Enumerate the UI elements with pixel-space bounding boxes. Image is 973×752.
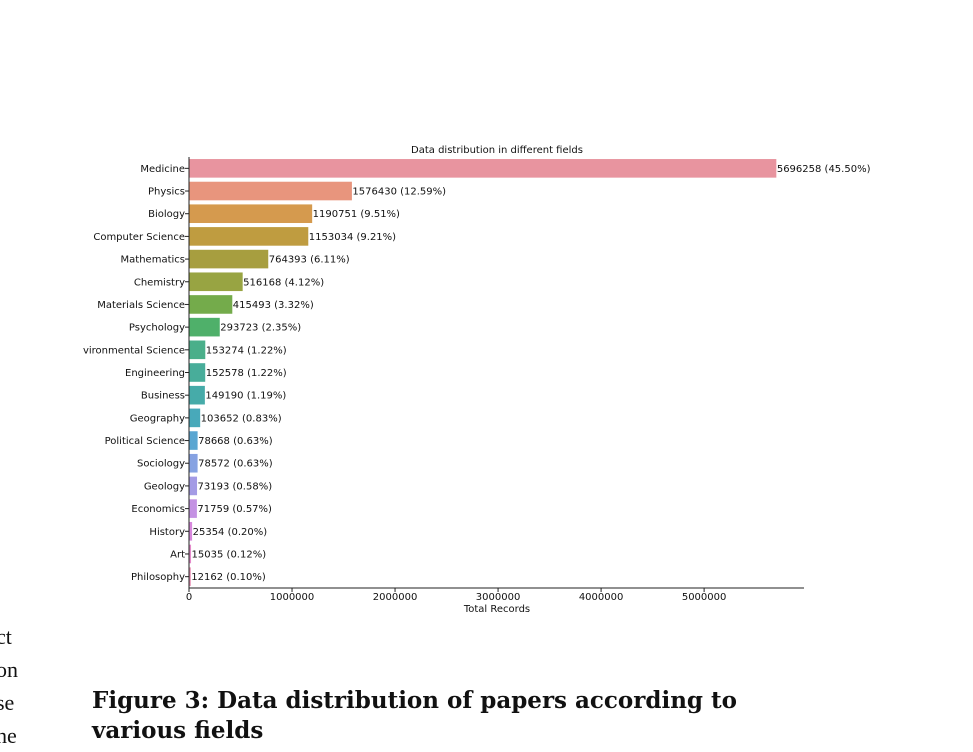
cropped-text-fragment: he bbox=[0, 723, 17, 748]
x-axis-label: Total Records bbox=[463, 604, 530, 615]
y-tick-label: Engineering bbox=[125, 368, 185, 379]
y-tick-label: Computer Science bbox=[93, 232, 185, 243]
bar-materials-science bbox=[189, 295, 233, 314]
bar-value-label: 71759 (0.57%) bbox=[197, 504, 272, 515]
bar-value-label: 15035 (0.12%) bbox=[192, 549, 267, 560]
bar-political-science bbox=[189, 431, 198, 450]
y-tick-label: Materials Science bbox=[97, 300, 185, 311]
x-tick-label: 0 bbox=[186, 592, 192, 603]
bar-value-label: 1190751 (9.51%) bbox=[313, 209, 400, 220]
x-tick-label: 3000000 bbox=[476, 592, 521, 603]
y-tick-label: vironmental Science bbox=[83, 345, 185, 356]
y-tick-label: Chemistry bbox=[134, 277, 185, 288]
x-tick-label: 1000000 bbox=[270, 592, 315, 603]
y-tick-label: Geography bbox=[130, 413, 185, 424]
bar-value-label: 103652 (0.83%) bbox=[201, 413, 282, 424]
bar-value-label: 1576430 (12.59%) bbox=[352, 187, 446, 198]
bar-value-label: 1153034 (9.21%) bbox=[309, 232, 396, 243]
y-tick-label: Medicine bbox=[140, 164, 185, 175]
y-tick-label: Geology bbox=[144, 481, 185, 492]
bar-sociology bbox=[189, 453, 198, 473]
y-tick-label: Economics bbox=[131, 504, 185, 515]
bar-value-label: 25354 (0.20%) bbox=[193, 527, 268, 538]
bar-engineering bbox=[189, 363, 206, 382]
data-labels: 5696258 (45.50%) 1576430 (12.59%) 1190751 … bbox=[191, 164, 870, 583]
bar-mathematics bbox=[189, 249, 269, 269]
bar-biology bbox=[189, 204, 313, 224]
bar-geography bbox=[189, 408, 201, 428]
cropped-text-fragment: on bbox=[0, 657, 18, 682]
bar-geology bbox=[189, 476, 198, 496]
bar-art bbox=[189, 544, 192, 564]
y-tick-label: Art bbox=[170, 549, 185, 560]
chart-title: Data distribution in different fields bbox=[411, 145, 583, 156]
bar-value-label: 149190 (1.19%) bbox=[205, 391, 286, 402]
x-tick-label: 2000000 bbox=[373, 592, 418, 603]
y-tick-label: Psychology bbox=[129, 323, 185, 334]
bar-chemistry bbox=[189, 272, 243, 292]
bar-physics bbox=[189, 181, 352, 201]
bar-history bbox=[189, 521, 193, 541]
y-tick-label: Biology bbox=[148, 209, 185, 220]
cropped-text-fragment: se bbox=[0, 690, 15, 715]
bar-value-label: 5696258 (45.50%) bbox=[777, 164, 871, 175]
bar-value-label: 152578 (1.22%) bbox=[206, 368, 287, 379]
bar-business bbox=[189, 385, 205, 405]
y-tick-label: Business bbox=[141, 391, 185, 402]
y-tick-label: History bbox=[149, 527, 185, 538]
bars-layer bbox=[189, 159, 777, 586]
bar-economics bbox=[189, 499, 197, 518]
bar-psychology bbox=[189, 317, 220, 337]
bar-environmental-science bbox=[189, 340, 206, 360]
bar-value-label: 78572 (0.63%) bbox=[198, 459, 273, 470]
bar-value-label: 12162 (0.10%) bbox=[191, 572, 266, 583]
x-tick-label: 5000000 bbox=[682, 592, 727, 603]
bar-value-label: 73193 (0.58%) bbox=[198, 481, 273, 492]
x-axis-ticks: 0 1000000 2000000 3000000 4000000 5000000 bbox=[186, 588, 727, 603]
bar-philosophy bbox=[189, 567, 191, 586]
y-tick-label: Sociology bbox=[137, 459, 185, 470]
bar-value-label: 516168 (4.12%) bbox=[243, 277, 324, 288]
figure-caption: Figure 3: Data distribution of papers ac… bbox=[92, 687, 737, 744]
bar-chart: Data distribution in different fields Me… bbox=[83, 145, 871, 615]
bar-value-label: 153274 (1.22%) bbox=[206, 345, 287, 356]
bar-medicine bbox=[189, 159, 777, 178]
bar-value-label: 764393 (6.11%) bbox=[269, 255, 350, 266]
bar-computer-science bbox=[189, 227, 309, 246]
bar-value-label: 293723 (2.35%) bbox=[220, 323, 301, 334]
y-tick-label: Mathematics bbox=[121, 255, 185, 266]
y-axis-labels: Medicine Physics Biology Computer Science Ma… bbox=[83, 164, 189, 583]
cropped-text-fragment: ct bbox=[0, 624, 12, 649]
y-tick-label: Physics bbox=[148, 187, 185, 198]
bar-value-label: 415493 (3.32%) bbox=[233, 300, 314, 311]
y-tick-label: Philosophy bbox=[131, 572, 185, 583]
y-tick-label: Political Science bbox=[105, 436, 185, 447]
bar-value-label: 78668 (0.63%) bbox=[198, 436, 273, 447]
x-tick-label: 4000000 bbox=[579, 592, 624, 603]
